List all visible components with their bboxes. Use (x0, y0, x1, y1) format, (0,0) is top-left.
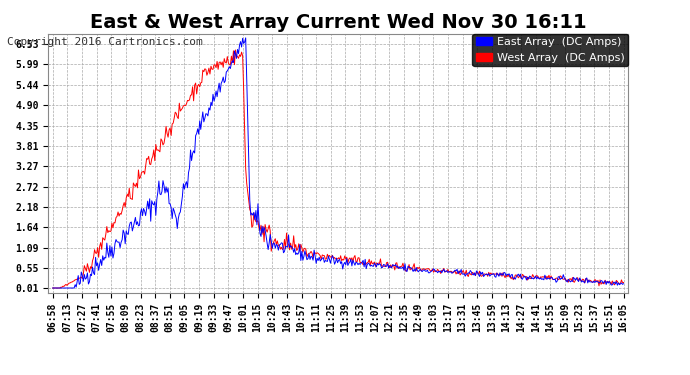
Legend: East Array  (DC Amps), West Array  (DC Amps): East Array (DC Amps), West Array (DC Amp… (473, 34, 628, 66)
Title: East & West Array Current Wed Nov 30 16:11: East & West Array Current Wed Nov 30 16:… (90, 13, 586, 32)
Text: Copyright 2016 Cartronics.com: Copyright 2016 Cartronics.com (7, 37, 203, 47)
